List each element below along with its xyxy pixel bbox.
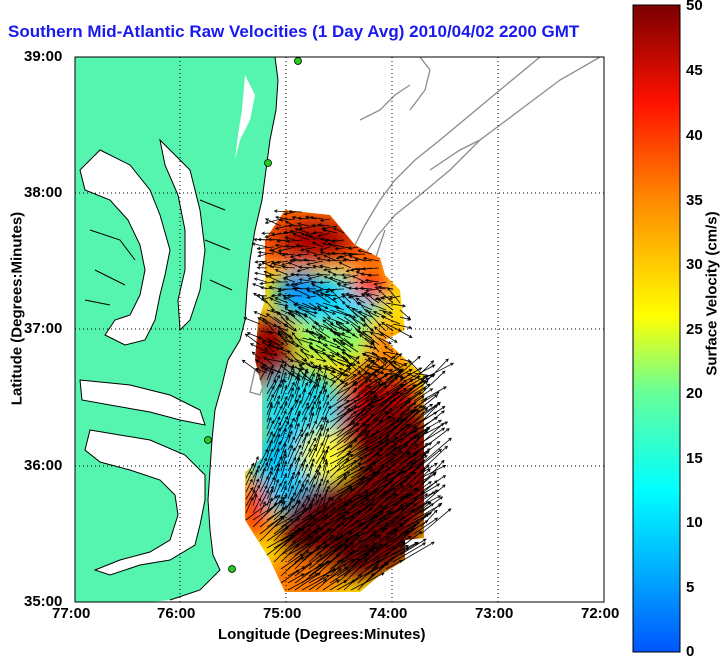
colorbar-tick: 35 — [686, 192, 703, 209]
station-marker — [295, 58, 302, 65]
station-marker — [229, 566, 236, 573]
colorbar-tick: 20 — [686, 385, 703, 402]
x-tick: 74:00 — [369, 605, 407, 622]
colorbar-tick: 0 — [686, 643, 694, 660]
x-tick: 73:00 — [475, 605, 513, 622]
y-tick: 35:00 — [24, 593, 62, 610]
velocity-arrow — [288, 296, 302, 297]
y-tick: 37:00 — [24, 320, 62, 337]
colorbar-tick: 45 — [686, 62, 703, 79]
x-tick: 76:00 — [157, 605, 195, 622]
station-marker — [205, 437, 212, 444]
colorbar-tick: 25 — [686, 321, 703, 338]
velocity-arrow — [289, 212, 302, 213]
y-tick: 38:00 — [24, 184, 62, 201]
velocity-arrow — [312, 226, 323, 227]
x-tick: 75:00 — [263, 605, 301, 622]
colorbar-tick: 15 — [686, 450, 703, 467]
colorbar-label: Surface Velocity (cm/s) — [704, 194, 721, 394]
x-axis-label: Longitude (Degrees:Minutes) — [218, 626, 426, 643]
colorbar-tick: 5 — [686, 579, 694, 596]
velocity-arrow — [269, 275, 281, 276]
velocity-arrow — [290, 261, 302, 262]
colorbar-tick: 50 — [686, 0, 703, 14]
y-tick: 39:00 — [24, 48, 62, 65]
x-tick: 72:00 — [581, 605, 619, 622]
y-axis-label: Latitude (Degrees:Minutes) — [9, 209, 26, 409]
colorbar-tick: 30 — [686, 256, 703, 273]
colorbar-tick: 40 — [686, 127, 703, 144]
colorbar — [633, 5, 680, 652]
station-marker — [265, 160, 272, 167]
colorbar-tick: 10 — [686, 514, 703, 531]
y-tick: 36:00 — [24, 457, 62, 474]
